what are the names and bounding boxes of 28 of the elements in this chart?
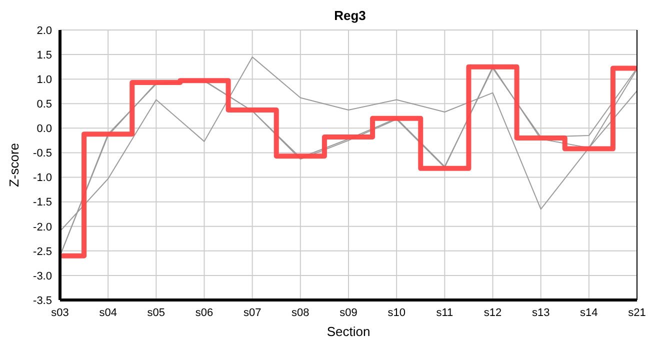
x-tick-label: s08: [292, 306, 310, 319]
x-tick-label: s21: [628, 306, 646, 319]
y-tick-label: 1.0: [36, 74, 52, 86]
x-tick-label: s14: [580, 306, 598, 319]
x-tick-label: s07: [243, 306, 262, 319]
x-tick-label: s13: [532, 306, 550, 319]
y-axis-title: Z-score: [6, 142, 22, 188]
x-tick-label: s03: [51, 306, 69, 319]
y-tick-label: -1.5: [33, 196, 52, 209]
chart-title: Reg3: [333, 8, 367, 23]
y-tick-label: -2.5: [33, 246, 52, 258]
y-tick-label: -0.5: [33, 148, 52, 160]
x-tick-label: s04: [99, 306, 117, 319]
y-tick-label: -3.5: [33, 294, 52, 307]
y-tick-label: -3.0: [33, 270, 52, 282]
y-tick-label: 0.0: [36, 123, 52, 136]
x-tick-label: s10: [388, 306, 406, 319]
y-tick-label: 2.0: [36, 24, 52, 37]
x-axis-title: Section: [326, 324, 370, 339]
y-tick-label: 0.5: [36, 98, 52, 111]
y-tick-label: 1.5: [36, 49, 52, 62]
y-tick-label: -1.0: [33, 172, 52, 184]
x-tick-label: s12: [484, 306, 502, 319]
x-tick-label: s06: [195, 306, 214, 319]
x-tick-label: s05: [147, 306, 166, 319]
x-tick-label: s11: [436, 306, 454, 319]
x-tick-label: s09: [340, 306, 358, 319]
y-tick-label: -2.0: [33, 221, 52, 234]
